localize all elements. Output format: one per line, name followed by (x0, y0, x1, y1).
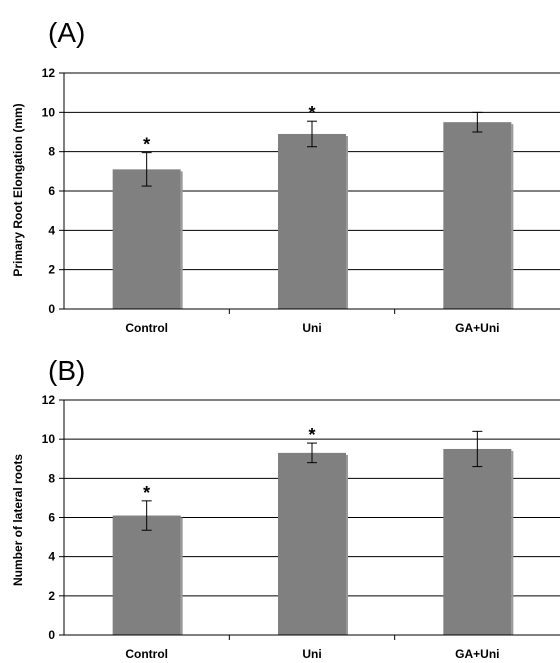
panel-a-category-label: GA+Uni (455, 321, 499, 335)
panel-a-y-tick-label: 0 (48, 302, 55, 316)
panel-a-bar-shadow (346, 135, 348, 309)
panel-b-bar (278, 452, 346, 635)
panel-a-category-labels: Control Uni GA+Uni (125, 321, 499, 335)
panel-b-y-tick-label: 10 (42, 432, 56, 446)
panel-b-y-tick-label: 0 (48, 628, 55, 642)
panel-b-y-axis-label: Number of lateral roots (11, 454, 25, 586)
panel-a-significance: ** (143, 103, 315, 154)
panel-b-label: (B) (48, 355, 85, 386)
panel-b-category-label: GA+Uni (455, 647, 499, 661)
panel-b-significance-star: * (308, 425, 315, 445)
panel-b-bar (112, 515, 181, 635)
panel-a-bar (278, 133, 346, 309)
panel-b-category-label: Uni (302, 647, 321, 661)
panel-a-y-tick-label: 2 (48, 263, 55, 277)
panel-b-y-tick-labels: 0 2 4 6 8 10 12 (42, 393, 56, 642)
panel-a-y-tick-label: 8 (48, 145, 55, 159)
panel-a-y-tick-label: 4 (48, 223, 55, 237)
panel-b-category-labels: Control Uni GA+Uni (125, 647, 499, 661)
panel-a-y-tick-label: 10 (42, 105, 56, 119)
panel-a-y-axis-label: Primary Root Elongation (mm) (11, 103, 25, 276)
panel-a-category-label: Control (125, 321, 168, 335)
panel-a-category-label: Uni (302, 321, 321, 335)
panel-b-axes (59, 399, 560, 640)
panel-a-bar (443, 122, 512, 310)
panel-a-bar-shadow (180, 171, 183, 309)
panel-b-y-tick-label: 2 (48, 589, 55, 603)
panel-b-bar-shadow (346, 454, 348, 635)
panel-a-y-tick-label: 12 (42, 66, 56, 80)
panel-a-bar (112, 169, 181, 309)
panel-b-y-tick-label: 12 (42, 393, 56, 407)
panel-b-category-label: Control (125, 647, 168, 661)
panel-b-y-tick-label: 6 (48, 511, 55, 525)
panel-a-error-bars (141, 111, 483, 187)
panel-a-bars (112, 122, 514, 310)
panel-b-significance: ** (143, 425, 315, 503)
panel-a-y-tick-labels: 0 2 4 6 8 10 12 (42, 66, 56, 316)
panel-a-bar-shadow (511, 124, 514, 310)
panel-a-axes (59, 72, 560, 314)
panel-b-y-tick-label: 4 (48, 550, 55, 564)
panel-b-bar-shadow (180, 517, 183, 635)
panel-b-significance-star: * (143, 483, 150, 503)
panel-a-significance-star: * (308, 103, 315, 123)
panel-b-y-tick-label: 8 (48, 471, 55, 485)
panel-b-error-bars (141, 430, 483, 531)
panel-a-label: (A) (48, 17, 85, 48)
panel-b-bar-shadow (511, 450, 514, 635)
panel-a-significance-star: * (143, 135, 150, 155)
panel-b-bar (443, 448, 512, 635)
panel-b-bars (112, 448, 514, 635)
panel-a-y-tick-label: 6 (48, 184, 55, 198)
